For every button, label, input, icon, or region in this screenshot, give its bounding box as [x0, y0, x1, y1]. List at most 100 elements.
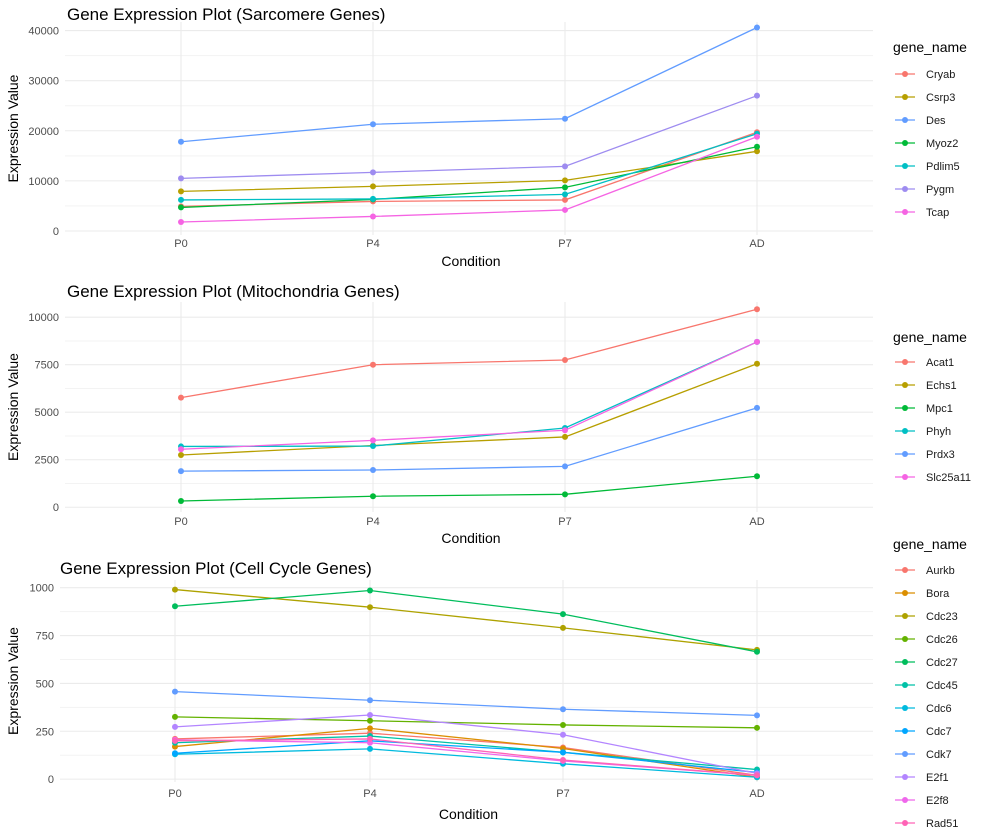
legend-label: Des	[926, 115, 946, 127]
series-line-e2f8	[174, 739, 758, 776]
data-point-cdc7	[172, 750, 178, 757]
x-tick-label: P7	[558, 238, 571, 250]
chart-panel-3: 0 250 500 750 1000 P0 P4 P7 AD Gene Expression Pl…	[5, 536, 967, 830]
data-point-des	[370, 121, 376, 128]
data-point-acat1	[754, 306, 760, 313]
legend-label: E2f1	[926, 772, 949, 784]
data-point-tcap	[754, 133, 760, 140]
series-line-pdlim5	[180, 133, 758, 201]
data-point-cdk7	[560, 706, 566, 713]
data-point-cdc26	[172, 713, 178, 720]
legend-key-point	[902, 451, 908, 457]
legend-label: Aurkb	[926, 565, 955, 577]
legend-label: Cdk7	[926, 749, 952, 761]
legend-label: Pdlim5	[926, 161, 960, 173]
data-point-csrp3	[178, 188, 184, 195]
x-axis-title: Condition	[441, 530, 500, 546]
legend-key-point	[902, 405, 908, 411]
data-point-phyh	[370, 443, 376, 450]
legend-title: gene_name	[893, 536, 967, 552]
legend-key-point	[902, 751, 908, 757]
x-tick-label: P7	[558, 516, 571, 528]
data-point-mpc1	[754, 473, 760, 480]
legend-key-point	[902, 186, 908, 192]
data-point-pygm	[754, 92, 760, 99]
y-tick-label: 10000	[28, 312, 59, 324]
data-point-echs1	[754, 360, 760, 367]
data-point-pdlim5	[178, 196, 184, 203]
data-point-rad51	[367, 735, 373, 742]
data-point-e2f1	[367, 711, 373, 718]
data-point-myoz2	[562, 184, 568, 191]
data-point-cdk7	[754, 712, 760, 719]
legend-key-point	[902, 94, 908, 100]
y-tick-label: 1000	[30, 583, 54, 595]
data-point-cdc7	[560, 749, 566, 756]
data-point-cdk7	[172, 688, 178, 695]
y-tick-label: 20000	[28, 126, 59, 138]
legend-label: Pygm	[926, 184, 954, 196]
y-axis-title: Expression Value	[5, 353, 21, 461]
legend-key-point	[902, 682, 908, 688]
data-point-mpc1	[178, 497, 184, 504]
legend-key-point	[902, 774, 908, 780]
y-tick-label: 0	[53, 502, 59, 514]
data-point-des	[178, 138, 184, 145]
legend-label: Rad51	[926, 818, 958, 830]
data-point-cdc23	[560, 624, 566, 631]
data-point-prdx3	[562, 463, 568, 470]
legend: gene_name Acat1 Echs1 Mpc1 Phyh Prdx3 Slc25a11	[893, 329, 971, 484]
legend-key-point	[902, 820, 908, 826]
data-point-cdc27	[754, 648, 760, 655]
legend-key-point	[902, 636, 908, 642]
legend-key-point	[902, 71, 908, 77]
legend-key-point	[902, 428, 908, 434]
data-point-pygm	[370, 169, 376, 176]
x-axis-title: Condition	[441, 253, 500, 269]
legend-label: Myoz2	[926, 138, 958, 150]
legend-key-point	[902, 140, 908, 146]
data-point-prdx3	[754, 404, 760, 411]
series-line-csrp3	[180, 150, 758, 193]
y-tick-label: 0	[53, 226, 59, 238]
y-tick-label: 10000	[28, 176, 59, 188]
x-tick-label: P7	[556, 788, 569, 800]
legend: gene_name Aurkb Bora Cdc23 Cdc26 Cdc27 Cdc45 Cd…	[893, 536, 967, 830]
legend-key-point	[902, 117, 908, 123]
legend-label: Cdc7	[926, 726, 952, 738]
series-line-cdc26	[174, 716, 758, 729]
data-point-pygm	[178, 175, 184, 182]
data-point-slc25a11	[370, 437, 376, 444]
legend-key-point	[902, 797, 908, 803]
data-point-tcap	[370, 213, 376, 220]
data-point-e2f1	[560, 731, 566, 738]
series-line-myoz2	[180, 146, 758, 209]
chart-panel-2: 0 2500 5000 7500 10000 P0 P4 P7 AD Gene Expressio…	[5, 282, 971, 546]
x-tick-label: P4	[366, 516, 379, 528]
series-line-prdx3	[180, 407, 758, 472]
legend-label: Bora	[926, 588, 950, 600]
legend-label: Slc25a11	[926, 472, 971, 484]
data-point-des	[562, 115, 568, 122]
data-point-slc25a11	[562, 427, 568, 434]
data-point-prdx3	[370, 467, 376, 473]
data-point-rad51	[754, 772, 760, 779]
data-point-slc25a11	[754, 338, 760, 345]
legend-title: gene_name	[893, 39, 967, 55]
chart-panel-1: 0 10000 20000 30000 40000 P0 P4 P7 AD Gene Expres…	[5, 5, 967, 269]
data-point-tcap	[178, 218, 184, 225]
data-point-pdlim5	[562, 191, 568, 198]
legend-label: Cdc45	[926, 680, 958, 692]
data-point-rad51	[560, 756, 566, 763]
data-point-cdc26	[560, 721, 566, 728]
chart-title: Gene Expression Plot (Sarcomere Genes)	[67, 5, 385, 24]
legend-key-point	[902, 474, 908, 480]
data-point-cdc26	[367, 717, 373, 724]
data-point-bora	[367, 725, 373, 732]
series-line-des	[180, 26, 758, 143]
x-tick-label: AD	[749, 788, 764, 800]
series-line-cdc6	[174, 748, 758, 778]
legend: gene_name Cryab Csrp3 Des Myoz2 Pdlim5 Pygm Tca…	[893, 39, 967, 219]
legend-label: Tcap	[926, 207, 949, 219]
data-point-acat1	[178, 394, 184, 401]
